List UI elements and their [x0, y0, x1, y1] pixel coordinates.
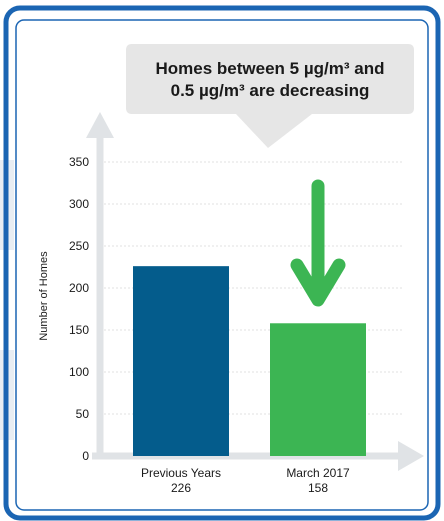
y-tick-label: 250 [68, 239, 89, 253]
y-tick-label: 50 [75, 407, 89, 421]
callout-line-1: Homes between 5 µg/m³ and [155, 59, 385, 78]
down-arrow-head-icon [290, 258, 346, 307]
bar-previous-years [133, 266, 229, 456]
callout-line-2: 0.5 µg/m³ are decreasing [170, 81, 370, 100]
y-tick-label: 0 [82, 449, 89, 463]
category-value-label: 158 [307, 481, 329, 495]
callout-title: Homes between 5 µg/m³ and 0.5 µg/m³ are … [120, 58, 420, 102]
bar-march-2017 [270, 323, 366, 456]
y-tick-label: 200 [68, 281, 89, 295]
x-category-label: March 2017 158 [253, 466, 383, 496]
category-value-label: 226 [170, 481, 192, 495]
y-tick-label: 100 [68, 365, 89, 379]
category-name: Previous Years [140, 466, 222, 480]
x-axis-arrowhead [398, 441, 424, 471]
outer-frame [3, 5, 441, 521]
category-name: March 2017 [286, 466, 350, 480]
y-tick-label: 300 [68, 197, 89, 211]
callout-bubble [126, 44, 414, 148]
y-tick-label: 150 [68, 323, 89, 337]
y-tick-label: 350 [68, 155, 89, 169]
y-axis-arrowhead [86, 112, 114, 138]
x-category-label: Previous Years 226 [116, 466, 246, 496]
